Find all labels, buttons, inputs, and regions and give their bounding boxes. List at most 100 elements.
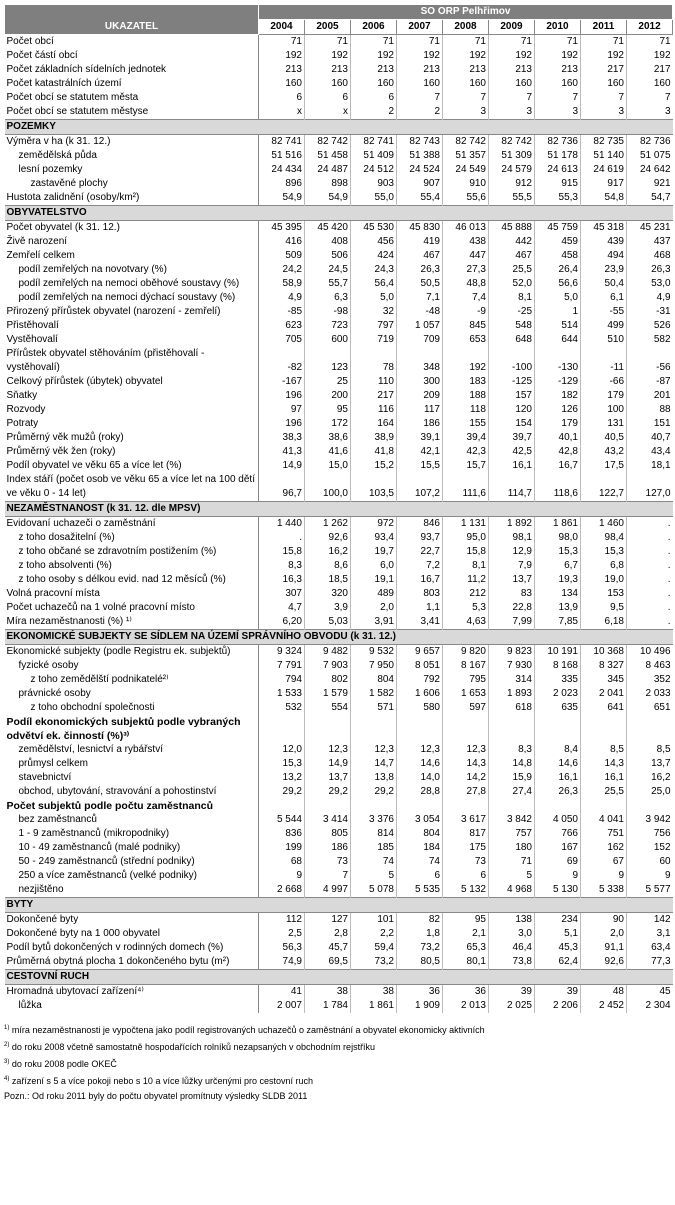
value-cell: 131	[580, 417, 627, 431]
value-cell: 95,0	[442, 531, 489, 545]
table-row: z toho občané se zdravotním postižením (…	[4, 545, 673, 559]
row-label: 50 - 249 zaměstnanců (střední podniky)	[4, 855, 259, 869]
value-cell: 5,0	[534, 291, 581, 305]
value-cell: 766	[534, 827, 581, 841]
value-cell: 408	[304, 235, 351, 249]
year-header: 2012	[625, 19, 674, 35]
value-cell: 127	[304, 912, 351, 927]
empty-cell	[625, 799, 673, 813]
value-cell: 58,9	[258, 277, 305, 291]
table-row: Sňatky 196 200 217 209 188 157 182 179 201	[4, 389, 673, 403]
value-cell: 8 051	[396, 659, 443, 673]
value-cell: 2,0	[350, 601, 397, 615]
value-cell: 54,9	[258, 191, 305, 206]
value-cell: 910	[442, 177, 489, 191]
value-cell: 648	[488, 333, 535, 347]
value-cell: .	[625, 573, 673, 587]
row-label: právnické osoby	[4, 687, 259, 701]
value-cell: 88	[625, 403, 673, 417]
value-cell: -129	[534, 375, 581, 389]
value-cell: 50,4	[580, 277, 627, 291]
table-row: Index stáří (počet osob ve věku 65 a víc…	[4, 473, 673, 502]
value-cell: 73	[442, 855, 489, 869]
value-cell: 160	[304, 77, 351, 91]
value-cell: 134	[534, 587, 581, 601]
table-row: z toho dosažitelní (%). 92,6 93,4 93,7 95,0 9…	[4, 531, 673, 545]
value-cell: 82 742	[488, 134, 535, 149]
value-cell: .	[625, 545, 673, 559]
value-cell: 1 460	[580, 516, 627, 531]
table-row: Počet obcí 71 71 71 71 71 71 71 71 71	[4, 34, 673, 49]
table-row: Podíl obyvatel ve věku 65 a více let (%)…	[4, 459, 673, 473]
table-row: Počet obcí se statutem města 6 6 6 7 7 7 7 7 7	[4, 91, 673, 105]
row-label: Průměrný věk mužů (roky)	[4, 431, 259, 445]
value-cell: 5 132	[442, 883, 489, 898]
row-label: 1 - 9 zaměstnanců (mikropodniky)	[4, 827, 259, 841]
value-cell: 24 524	[396, 163, 443, 177]
value-cell: 14,9	[304, 757, 351, 771]
value-cell: 1 861	[350, 999, 397, 1013]
value-cell: 7,99	[488, 615, 535, 630]
value-cell: 814	[350, 827, 397, 841]
table-row: podíl zemřelých na novotvary (%) 24,2 24,5…	[4, 263, 673, 277]
value-cell: 69,5	[304, 955, 351, 970]
value-cell: 459	[534, 235, 581, 249]
value-cell: 917	[580, 177, 627, 191]
value-cell: 51 458	[304, 149, 351, 163]
row-label: Počet obyvatel (k 31. 12.)	[4, 220, 259, 235]
value-cell: 46,4	[488, 941, 535, 955]
value-cell: 11,2	[442, 573, 489, 587]
row-label: Sňatky	[4, 389, 259, 403]
value-cell: 164	[350, 417, 397, 431]
value-cell: 56,3	[258, 941, 305, 955]
value-cell: 201	[625, 389, 673, 403]
value-cell: 123	[304, 347, 351, 375]
table-row: zastavěné plochy 896 898 903 907 910 912 915 917…	[4, 177, 673, 191]
value-cell: 80,5	[396, 955, 443, 970]
value-cell: 192	[534, 49, 581, 63]
row-label: podíl zemřelých na nemoci oběhové sousta…	[4, 277, 259, 291]
footnote: 3) do roku 2008 podle OKEČ	[4, 1055, 504, 1072]
value-cell: 2,5	[258, 927, 305, 941]
section-row: EKONOMICKÉ SUBJEKTY SE SÍDLEM NA ÚZEMÍ S…	[4, 629, 673, 645]
value-cell: 26,3	[396, 263, 443, 277]
value-cell: 73,8	[488, 955, 535, 970]
value-cell: 126	[534, 403, 581, 417]
value-cell: 188	[442, 389, 489, 403]
value-cell: 7	[396, 91, 443, 105]
row-label: zastavěné plochy	[4, 177, 259, 191]
row-label: Rozvody	[4, 403, 259, 417]
table-row: 250 a více zaměstnanců (velké podniky) 9 7…	[4, 869, 673, 883]
table-row: z toho osoby s délkou evid. nad 12 měsíc…	[4, 573, 673, 587]
empty-cell	[258, 799, 305, 813]
value-cell: 200	[304, 389, 351, 403]
value-cell: 15,8	[442, 545, 489, 559]
value-cell: 192	[580, 49, 627, 63]
value-cell: 62,4	[534, 955, 581, 970]
footnote-mark: 4)	[4, 1076, 10, 1082]
year-header: 2005	[304, 19, 351, 35]
value-cell: 16,1	[488, 459, 535, 473]
value-cell: 9 324	[258, 644, 305, 659]
value-cell: 600	[304, 333, 351, 347]
value-cell: 2 206	[534, 999, 581, 1013]
value-cell: 19,1	[350, 573, 397, 587]
value-cell: 160	[396, 77, 443, 91]
year-header: 2011	[580, 19, 627, 35]
value-cell: 582	[625, 333, 673, 347]
value-cell: 12,3	[442, 743, 489, 757]
row-label: podíl zemřelých na novotvary (%)	[4, 263, 259, 277]
value-cell: 23,9	[580, 263, 627, 277]
value-cell: 6	[258, 91, 305, 105]
row-label: zemědělství, lesnictví a rybářství	[4, 743, 259, 757]
value-cell: 92,6	[580, 955, 627, 970]
value-cell: 27,8	[442, 785, 489, 799]
row-label: Počet základních sídelních jednotek	[4, 63, 259, 77]
value-cell: 6,18	[580, 615, 627, 630]
value-cell: 73	[304, 855, 351, 869]
table-row: zemědělství, lesnictví a rybářství 12,0 12…	[4, 743, 673, 757]
value-cell: 751	[580, 827, 627, 841]
value-cell: 82 742	[304, 134, 351, 149]
value-cell: 6	[442, 869, 489, 883]
value-cell: 186	[304, 841, 351, 855]
